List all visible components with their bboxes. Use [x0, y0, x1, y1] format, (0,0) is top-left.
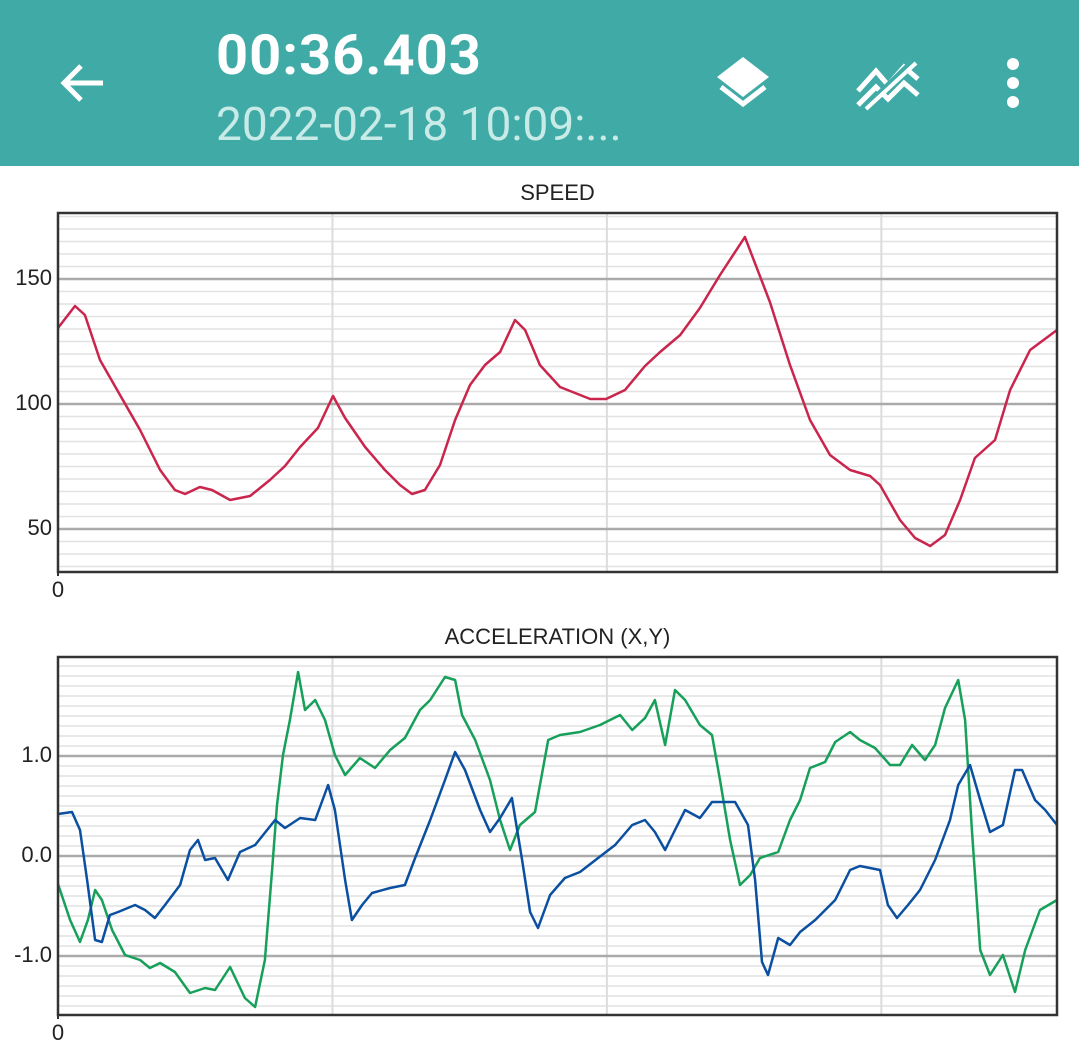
x-tick-label: 0	[52, 577, 64, 602]
plot-frame	[56, 655, 1059, 1017]
y-tick-label: 1.0	[21, 742, 52, 767]
recording-time: 00:36.403	[216, 22, 482, 88]
back-button[interactable]	[53, 53, 113, 113]
y-tick-label: 0.0	[21, 842, 52, 867]
toolbar: 00:36.403 2022-02-18 10:09:...	[0, 0, 1079, 166]
y-tick-label: 100	[15, 390, 52, 415]
chart-button[interactable]	[856, 55, 920, 111]
more-button[interactable]	[998, 55, 1028, 111]
data-line	[56, 670, 1058, 1009]
data-line	[57, 235, 1058, 548]
layers-button[interactable]	[713, 53, 773, 113]
charts: SPEED 50 100 150 0 ACCELERATION (X,Y) -1.0 0.0 1…	[14, 180, 1059, 1045]
recording-date: 2022-02-18 10:09:...	[216, 98, 622, 152]
y-tick-label: 150	[15, 265, 52, 290]
y-tick-label: 50	[28, 515, 52, 540]
chart-title: SPEED	[520, 180, 595, 205]
x-tick-label: 0	[52, 1020, 64, 1045]
chart-title: ACCELERATION (X,Y)	[445, 624, 671, 649]
y-tick-label: -1.0	[14, 942, 52, 967]
data-line	[57, 750, 1058, 977]
plot-frame	[56, 211, 1059, 574]
